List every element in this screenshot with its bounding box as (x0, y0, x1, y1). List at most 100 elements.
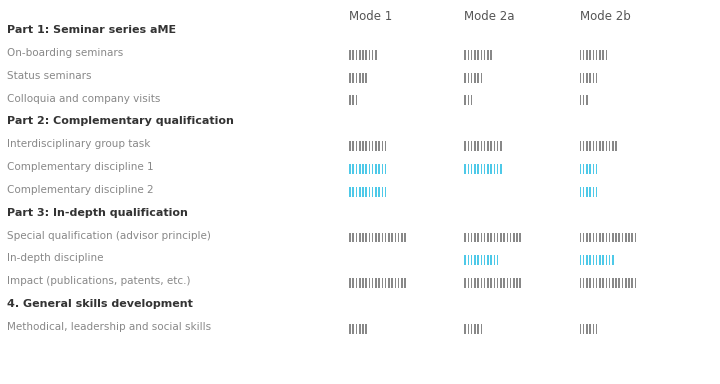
Bar (487, 255, 489, 265)
Bar (602, 232, 604, 243)
Bar (487, 164, 489, 174)
Bar (362, 187, 364, 197)
Bar (516, 232, 518, 243)
Bar (382, 187, 383, 197)
Bar (372, 50, 374, 60)
Bar (353, 187, 354, 197)
Text: Mode 2b: Mode 2b (580, 10, 630, 23)
Bar (464, 95, 466, 106)
Bar (580, 50, 581, 60)
Bar (500, 278, 502, 288)
Bar (602, 50, 604, 60)
Bar (583, 187, 585, 197)
Bar (375, 278, 377, 288)
Bar (477, 232, 479, 243)
Bar (359, 232, 361, 243)
Bar (477, 141, 479, 151)
Bar (586, 255, 588, 265)
Bar (599, 278, 600, 288)
Bar (618, 278, 620, 288)
Bar (405, 232, 406, 243)
Bar (471, 255, 472, 265)
Bar (583, 95, 585, 106)
Bar (596, 50, 598, 60)
Bar (609, 141, 611, 151)
Bar (481, 255, 482, 265)
Bar (353, 324, 354, 334)
Text: 4. General skills development: 4. General skills development (7, 299, 193, 309)
Bar (356, 324, 357, 334)
Bar (388, 278, 390, 288)
Bar (365, 324, 367, 334)
Bar (580, 73, 581, 83)
Text: Status seminars: Status seminars (7, 71, 91, 81)
Bar (365, 232, 367, 243)
Bar (349, 278, 351, 288)
Text: Special qualification (advisor principle): Special qualification (advisor principle… (7, 230, 211, 241)
Bar (580, 324, 581, 334)
Bar (471, 232, 472, 243)
Bar (593, 141, 594, 151)
Bar (606, 141, 607, 151)
Bar (356, 141, 357, 151)
Bar (464, 164, 466, 174)
Bar (599, 141, 600, 151)
Bar (612, 255, 613, 265)
Bar (494, 141, 495, 151)
Bar (474, 50, 476, 60)
Bar (596, 324, 598, 334)
Bar (593, 278, 594, 288)
Bar (625, 278, 626, 288)
Bar (397, 232, 400, 243)
Bar (593, 255, 594, 265)
Bar (487, 232, 489, 243)
Bar (490, 255, 492, 265)
Bar (359, 73, 361, 83)
Bar (500, 141, 502, 151)
Bar (464, 255, 466, 265)
Bar (477, 324, 479, 334)
Bar (612, 141, 613, 151)
Bar (593, 73, 594, 83)
Bar (609, 255, 611, 265)
Bar (631, 278, 633, 288)
Bar (490, 141, 492, 151)
Bar (606, 50, 607, 60)
Bar (362, 324, 364, 334)
Bar (490, 278, 492, 288)
Bar (590, 73, 591, 83)
Bar (520, 232, 521, 243)
Bar (596, 73, 598, 83)
Bar (375, 164, 377, 174)
Bar (392, 232, 393, 243)
Bar (507, 232, 508, 243)
Bar (487, 278, 489, 288)
Bar (471, 73, 472, 83)
Bar (382, 141, 383, 151)
Bar (593, 187, 594, 197)
Bar (468, 324, 469, 334)
Text: Mode 1: Mode 1 (349, 10, 392, 23)
Bar (606, 232, 607, 243)
Bar (602, 255, 604, 265)
Bar (513, 278, 515, 288)
Bar (365, 164, 367, 174)
Bar (397, 278, 400, 288)
Bar (602, 141, 604, 151)
Bar (349, 73, 351, 83)
Bar (356, 187, 357, 197)
Bar (628, 232, 630, 243)
Bar (586, 50, 588, 60)
Bar (586, 324, 588, 334)
Bar (618, 232, 620, 243)
Bar (599, 50, 600, 60)
Bar (593, 324, 594, 334)
Bar (510, 278, 511, 288)
Bar (362, 141, 364, 151)
Bar (395, 232, 396, 243)
Bar (379, 232, 380, 243)
Bar (593, 232, 594, 243)
Bar (580, 141, 581, 151)
Bar (500, 232, 502, 243)
Bar (516, 278, 518, 288)
